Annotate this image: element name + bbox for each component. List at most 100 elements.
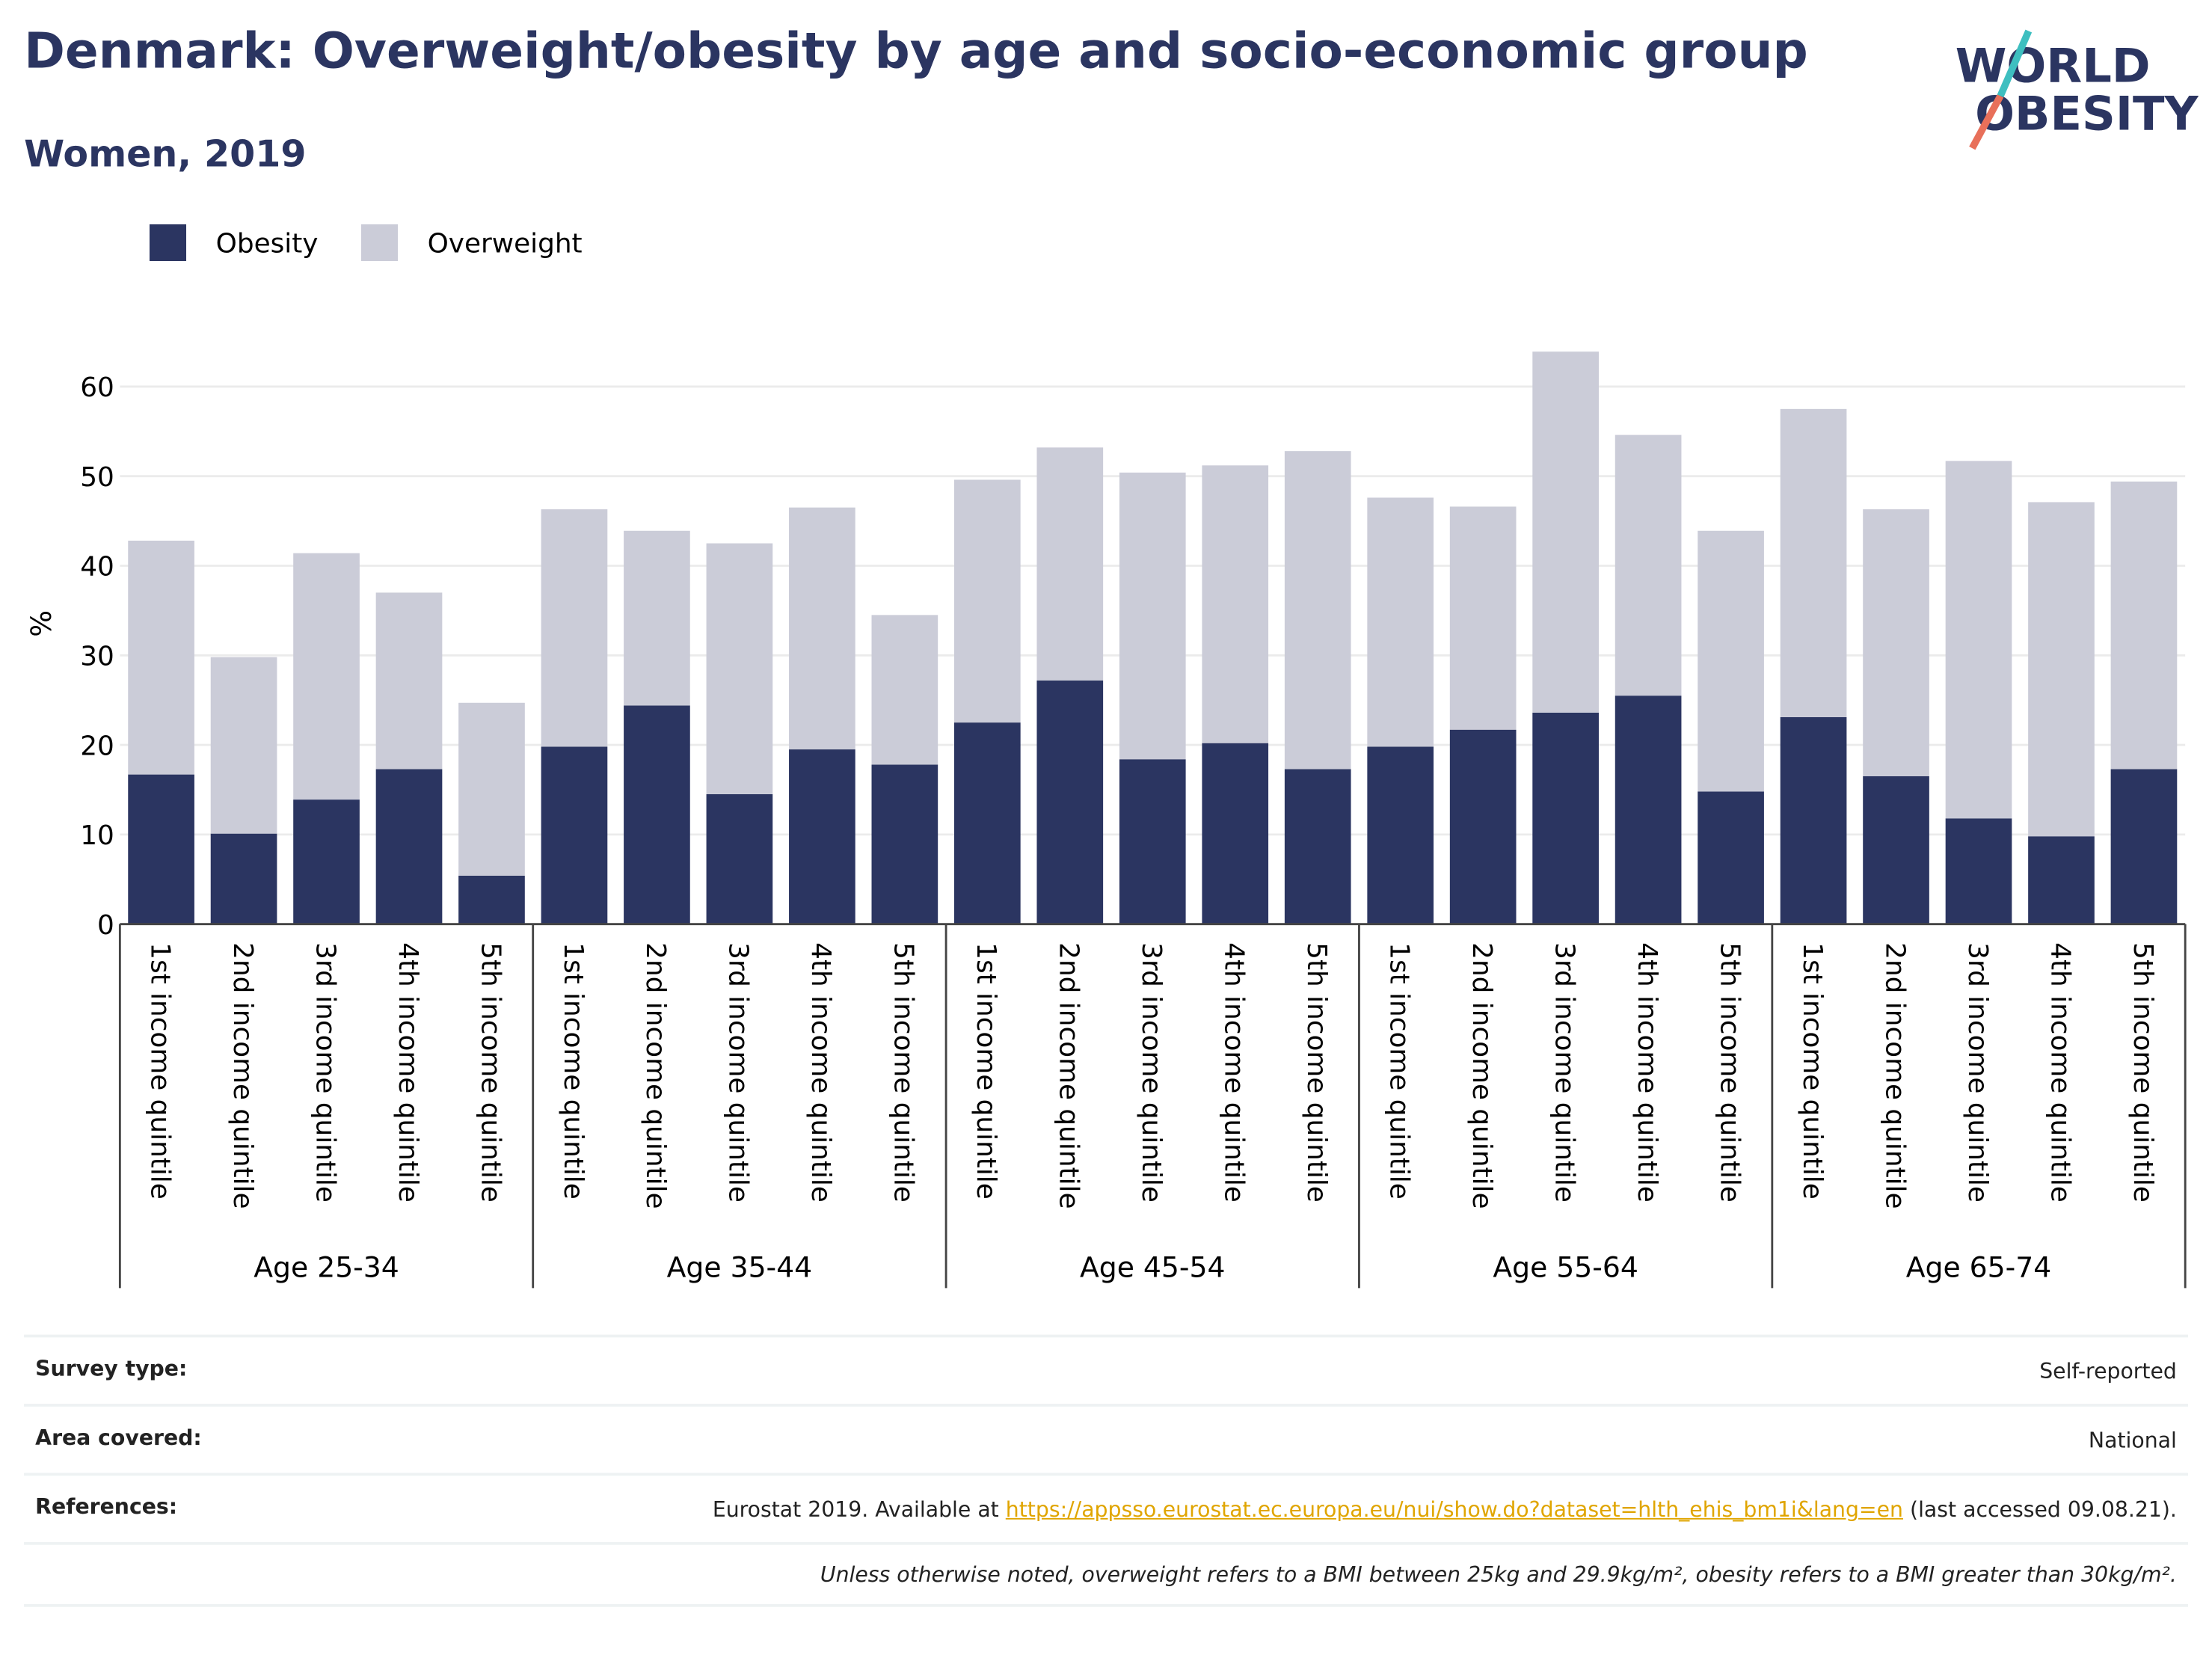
group-label: Age 45-54 [1080, 1250, 1226, 1283]
y-tick-label: 0 [97, 910, 114, 941]
bar-segment [789, 749, 855, 924]
y-tick-label: 40 [80, 552, 114, 583]
x-tick-label: 1st income quintile [558, 942, 589, 1200]
ref-link[interactable]: https://appsso.eurostat.ec.europa.eu/nui… [1005, 1496, 1904, 1523]
x-tick-label: 4th income quintile [1632, 942, 1662, 1203]
bar-segment [706, 793, 773, 924]
row-label: References: [35, 1493, 178, 1520]
bar-segment [541, 746, 608, 924]
x-tick-label: 5th income quintile [1714, 942, 1745, 1203]
x-tick-label: 4th income quintile [805, 942, 836, 1203]
group-label: Age 25-34 [254, 1250, 399, 1283]
x-tick-label: 3rd income quintile [1962, 942, 1993, 1203]
bar-segment [1119, 472, 1186, 760]
legend-swatch [360, 224, 398, 262]
x-tick-label: 2nd income quintile [1466, 942, 1497, 1209]
x-tick-label: 4th income quintile [393, 942, 423, 1203]
bar-segment [871, 615, 938, 765]
row: References: Eurostat 2019. Available at h… [24, 1473, 2188, 1542]
bar-segment [1119, 759, 1186, 924]
y-tick-label: 30 [80, 641, 114, 672]
bar-segment [1863, 509, 1929, 776]
y-tick-label: 10 [80, 820, 114, 851]
x-tick-label: 1st income quintile [1383, 942, 1414, 1200]
ref-text: Eurostat 2019. Available at [712, 1496, 999, 1523]
bar-segment [2028, 502, 2095, 837]
group-label: Age 55-64 [1493, 1250, 1638, 1283]
row: Survey type: Self-reported [24, 1334, 2188, 1404]
row-label: Survey type: [35, 1355, 188, 1381]
bar-segment [541, 509, 608, 747]
bar-segment [953, 479, 1021, 723]
bar-segment [1449, 506, 1517, 730]
title: Denmark: Overweight/obesity by age and s… [24, 22, 1808, 80]
x-tick-label: 2nd income quintile [227, 942, 258, 1209]
bar-segment [1202, 743, 1269, 924]
bar-segment [2028, 836, 2095, 924]
x-tick-label: 3rd income quintile [1549, 942, 1579, 1203]
bar-segment [706, 543, 773, 794]
legend-label: Overweight [428, 229, 583, 260]
y-tick-label: 60 [80, 372, 114, 403]
x-tick-label: 1st income quintile [1797, 942, 1828, 1200]
row-value: Self-reported [2039, 1358, 2177, 1384]
bar-segment [1532, 712, 1599, 924]
x-tick-label: 4th income quintile [1219, 942, 1250, 1203]
x-tick-label: 2nd income quintile [1879, 942, 1910, 1209]
bar-segment [1945, 461, 2012, 819]
bar-segment [1615, 696, 1682, 924]
bar-segment [1036, 680, 1104, 924]
footer-table: Survey type: Self-reported Area covered: N… [24, 1334, 2188, 1607]
bar-segment [1036, 447, 1104, 681]
x-tick-label: 3rd income quintile [723, 942, 754, 1203]
bar-segment [624, 705, 690, 924]
x-tick-label: 5th income quintile [1301, 942, 1332, 1203]
x-tick-label: 4th income quintile [2044, 942, 2075, 1203]
bar-segment [2110, 481, 2178, 770]
x-tick-label: 2nd income quintile [640, 942, 671, 1209]
y-tick-label: 50 [80, 462, 114, 493]
bar-segment [953, 722, 1021, 924]
bar-segment [1367, 497, 1434, 747]
bar-segment [458, 875, 525, 924]
bar-segment [293, 553, 360, 800]
x-tick-label: 5th income quintile [888, 942, 919, 1203]
subtitle: Women, 2019 [24, 132, 306, 176]
x-tick-label: 5th income quintile [475, 942, 506, 1203]
group-label: Age 65-74 [1906, 1250, 2052, 1283]
bar-segment [2110, 769, 2178, 924]
y-tick-label: 20 [80, 731, 114, 761]
bar-segment [458, 702, 525, 876]
logo-stroke [1969, 94, 2004, 150]
bar-segment [1698, 791, 1764, 924]
bar-segment [128, 774, 194, 924]
x-tick-label: 1st income quintile [144, 942, 175, 1200]
row-label: Area covered: [35, 1425, 202, 1451]
bar-segment [1780, 716, 1847, 924]
bar-segment [1449, 729, 1517, 924]
chart: Denmark: Overweight/obesity by age and s… [24, 22, 2199, 1289]
row-value: National [2088, 1428, 2177, 1454]
row-value: Eurostat 2019. Available at https://apps… [713, 1494, 2177, 1526]
x-tick-label: 5th income quintile [2127, 942, 2158, 1203]
group-label: Age 35-44 [667, 1250, 813, 1283]
bar-segment [789, 507, 855, 750]
bar-segment [1780, 408, 1847, 717]
bar-segment [1202, 465, 1269, 743]
bar-segment [1698, 530, 1764, 792]
bar-segment [871, 764, 938, 924]
bar-segment [1284, 769, 1351, 924]
x-tick-label: 2nd income quintile [1054, 942, 1084, 1209]
logo-text: WORLD [1956, 38, 2151, 93]
row: Area covered: National [24, 1404, 2188, 1473]
bar-segment [1284, 451, 1351, 770]
bar-segment [1945, 818, 2012, 924]
bar-segment [624, 530, 690, 706]
legend-swatch [149, 224, 187, 262]
bar-segment [1863, 776, 1929, 924]
bar-segment [1367, 746, 1434, 924]
bar-segment [1532, 351, 1599, 713]
note: Unless otherwise noted, overweight refer… [24, 1541, 2188, 1607]
